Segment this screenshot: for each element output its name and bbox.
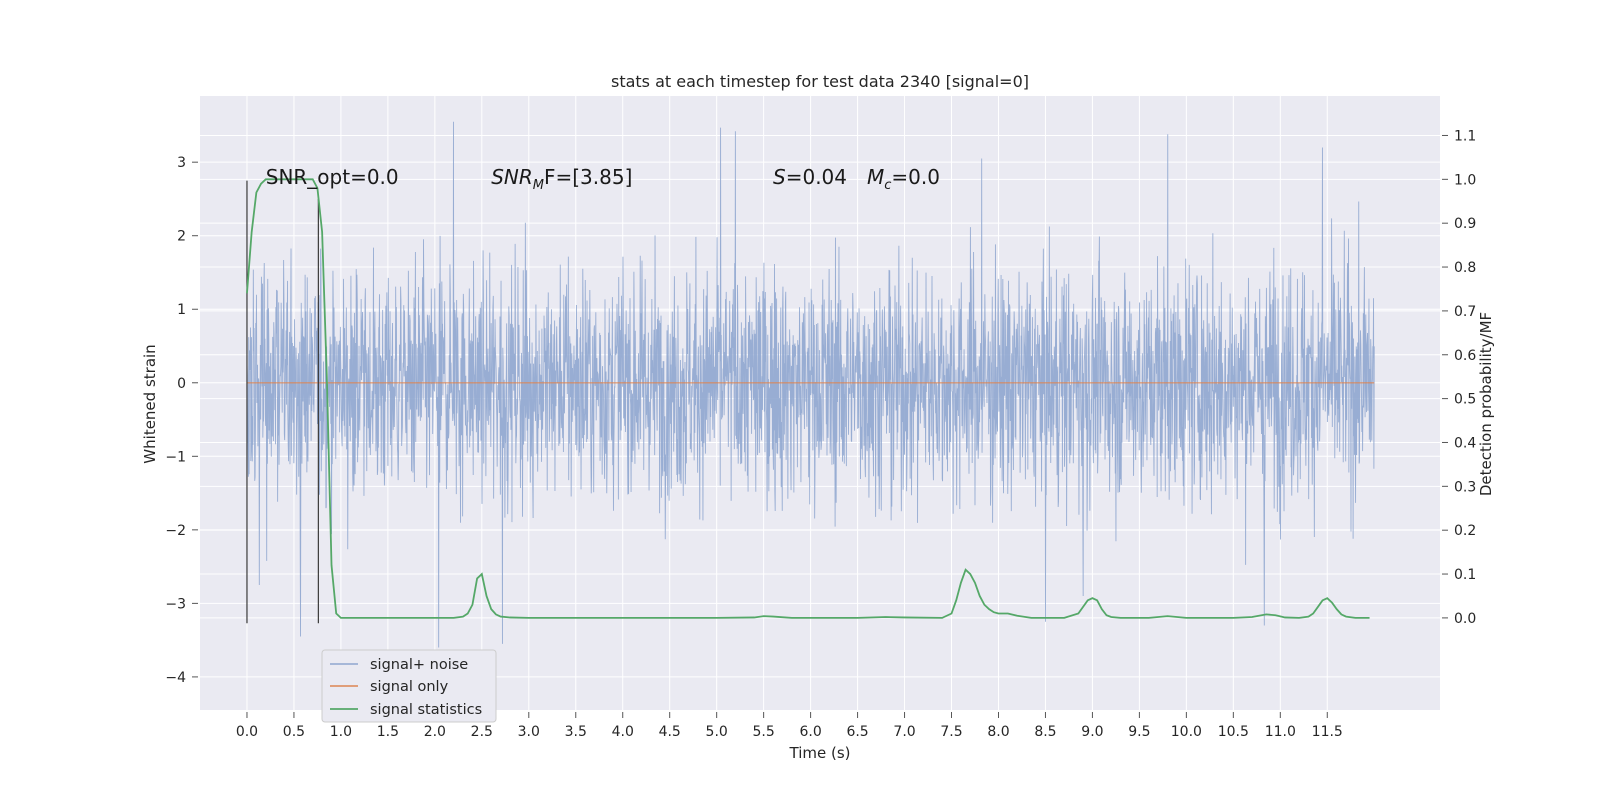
x-tick-label: 5.0 [706,724,728,740]
x-tick-label: 7.5 [940,724,962,740]
legend-box [321,649,497,723]
y-right-tick-label: 0.0 [1454,611,1476,627]
y-right-tick-label: 1.1 [1454,128,1476,144]
y-right-tick-label: 0.2 [1454,523,1476,539]
s-annotation: S=0.04 [773,165,847,189]
x-tick-label: 11.0 [1265,724,1296,740]
y-tick-label: 2 [177,229,186,245]
x-tick-label: 7.0 [893,724,915,740]
annotations: SNR_opt=0.0 SNRMF=[3.85] S=0.04 Mc=0.0 [266,165,940,193]
x-axis-label: Time (s) [789,744,851,762]
y-axis-ticks: −4 −3 −2 −1 0 1 2 3 [165,155,198,686]
s-label: S [773,165,786,189]
x-tick-label: 4.0 [612,724,634,740]
y-right-tick-label: 0.1 [1454,567,1476,583]
chart-title: stats at each timestep for test data 234… [611,72,1029,91]
signal-plus-noise-series [246,121,1375,648]
snr-mf-annotation: SNRMF=[3.85] [491,165,632,193]
x-tick-label: 8.5 [1034,724,1056,740]
mc-sub: c [884,178,891,193]
x-tick-label: 3.5 [565,724,587,740]
y-tick-label: −4 [165,670,186,686]
y-right-axis-ticks: 0.0 0.1 0.2 0.3 0.4 0.5 0.6 0.7 0.8 0.9 1.0 1.1 [1442,128,1476,627]
y-axis-label: Whitened strain [141,344,159,463]
legend-label-signal-statistics: signal statistics [370,702,482,718]
mc-value: =0.0 [891,165,940,189]
legend: signal+ noise signal only signal statist… [321,649,497,723]
snr-opt-annotation: SNR_opt=0.0 [266,165,399,189]
signal-statistics-series [246,178,1370,619]
signal-statistics-line [246,178,1370,619]
x-tick-label: 3.0 [518,724,540,740]
y-right-tick-label: 0.7 [1454,304,1476,320]
y-tick-label: −3 [165,596,186,612]
snr-mf-pre: SNR [491,165,533,189]
y-right-tick-label: 1.0 [1454,172,1476,188]
y-right-tick-label: 0.5 [1454,392,1476,408]
y-right-tick-label: 0.6 [1454,348,1476,364]
y-right-axis-label: Detection probability/MF [1477,312,1495,496]
y-right-tick-label: 0.4 [1454,435,1476,451]
x-tick-label: 6.0 [799,724,821,740]
x-tick-label: 11.5 [1312,724,1343,740]
snr-mf-post: F=[3.85] [544,165,632,189]
x-tick-label: 4.5 [659,724,681,740]
x-tick-label: 10.5 [1218,724,1249,740]
mc-label: M [867,165,884,189]
x-tick-label: 0.0 [236,724,258,740]
legend-label-signal-plus-noise: signal+ noise [370,657,468,673]
x-tick-label: 0.5 [283,724,305,740]
x-tick-label: 2.0 [424,724,446,740]
y-right-tick-label: 0.8 [1454,260,1476,276]
s-value: =0.04 [786,165,847,189]
y-tick-label: 3 [177,155,186,171]
y-right-tick-label: 0.9 [1454,216,1476,232]
vertical-markers [246,180,319,624]
x-tick-label: 1.0 [330,724,352,740]
x-tick-label: 8.0 [987,724,1009,740]
x-axis-ticks: 0.0 0.5 1.0 1.5 2.0 2.5 3.0 3.5 4.0 4.5 5.0 5.5 6.0 6… [236,712,1343,740]
mc-annotation: Mc=0.0 [867,165,940,193]
x-tick-label: 1.5 [377,724,399,740]
y-tick-label: −1 [165,449,186,465]
x-tick-label: 9.5 [1128,724,1150,740]
y-tick-label: −2 [165,523,186,539]
x-tick-label: 6.5 [846,724,868,740]
signal-plus-noise-line [246,121,1375,648]
y-right-tick-label: 0.3 [1454,479,1476,495]
x-tick-label: 5.5 [753,724,775,740]
x-tick-label: 9.0 [1081,724,1103,740]
x-tick-label: 10.0 [1171,724,1202,740]
y-tick-label: 0 [177,376,186,392]
y-tick-label: 1 [177,302,186,318]
x-tick-label: 2.5 [471,724,493,740]
snr-mf-sub: M [533,178,544,193]
legend-label-signal-only: signal only [370,679,449,695]
